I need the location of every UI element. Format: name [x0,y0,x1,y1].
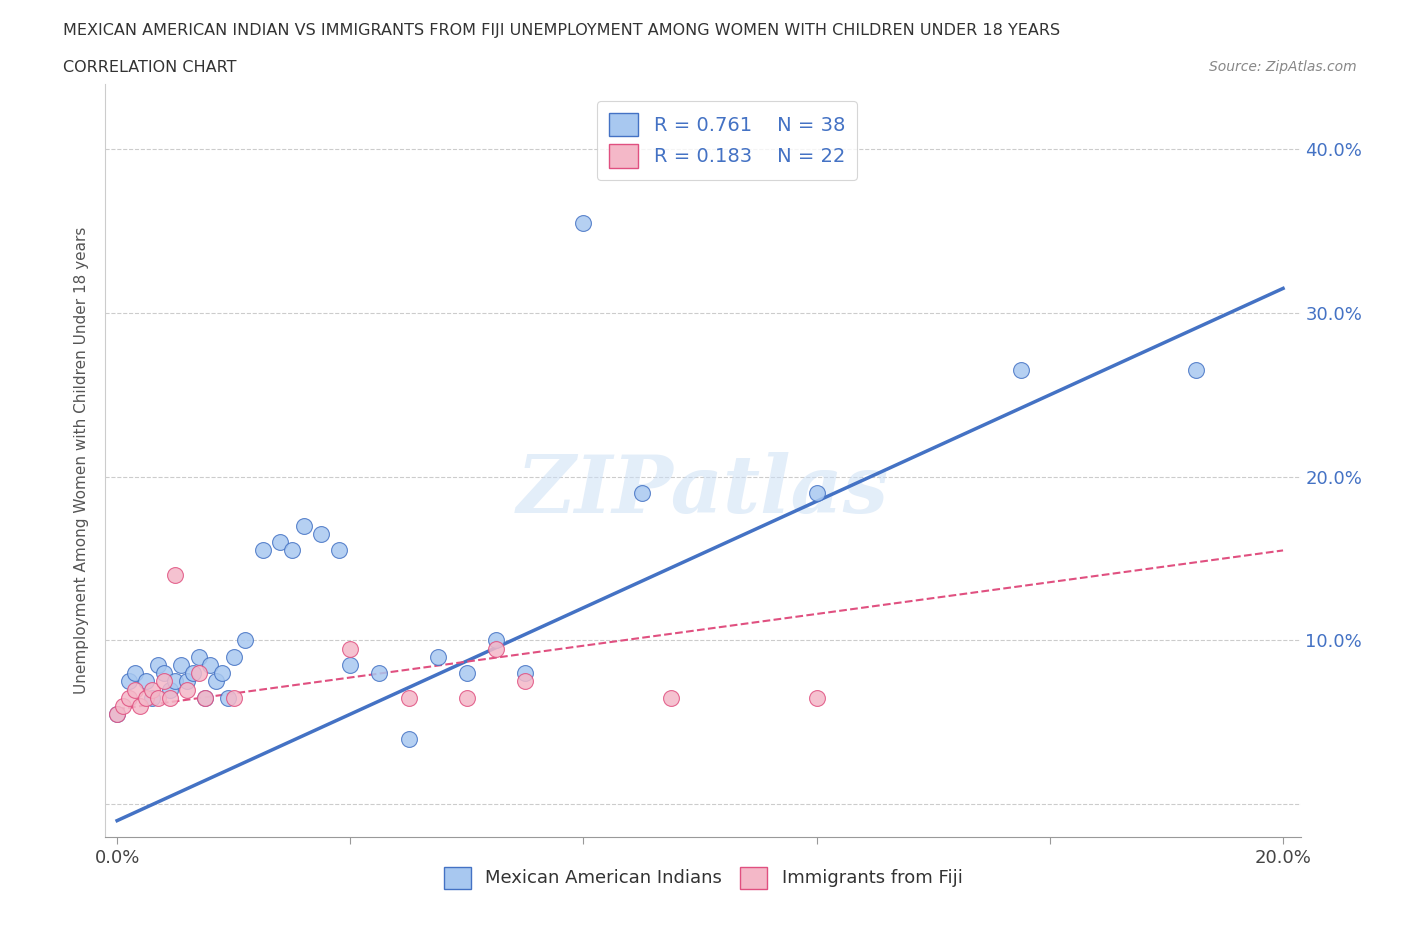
Point [181,666,204,681]
Point [806,485,828,500]
Point [118,674,141,689]
Point [205,674,228,689]
Point [217,690,239,705]
Text: MEXICAN AMERICAN INDIAN VS IMMIGRANTS FROM FIJI UNEMPLOYMENT AMONG WOMEN WITH CH: MEXICAN AMERICAN INDIAN VS IMMIGRANTS FR… [63,23,1060,38]
Point [309,526,332,541]
Point [159,683,181,698]
Point [105,707,128,722]
Point [152,674,174,689]
Point [141,683,163,698]
Point [211,666,233,681]
Point [170,658,193,672]
Point [292,518,315,533]
Point [165,674,187,689]
Point [141,690,163,705]
Text: Source: ZipAtlas.com: Source: ZipAtlas.com [1209,60,1357,74]
Point [456,666,478,681]
Point [159,690,181,705]
Point [176,674,198,689]
Point [426,649,449,664]
Point [165,567,187,582]
Point [328,543,350,558]
Point [193,690,215,705]
Point [118,690,141,705]
Point [146,658,169,672]
Point [1184,363,1206,378]
Point [222,649,245,664]
Point [129,698,152,713]
Point [398,731,420,746]
Point [146,690,169,705]
Point [193,690,215,705]
Point [135,674,157,689]
Point [124,683,146,698]
Point [659,690,682,705]
Legend: Mexican American Indians, Immigrants from Fiji: Mexican American Indians, Immigrants fro… [436,859,970,896]
Point [572,216,595,231]
Point [111,698,134,713]
Point [368,666,391,681]
Point [339,658,361,672]
Point [1010,363,1032,378]
Point [105,707,128,722]
Point [124,666,146,681]
Text: CORRELATION CHART: CORRELATION CHART [63,60,236,75]
Y-axis label: Unemployment Among Women with Children Under 18 years: Unemployment Among Women with Children U… [75,227,90,694]
Point [485,642,508,657]
Point [222,690,245,705]
Point [187,666,209,681]
Point [281,543,304,558]
Point [806,690,828,705]
Point [630,485,652,500]
Point [135,690,157,705]
Point [398,690,420,705]
Point [485,633,508,648]
Point [252,543,274,558]
Point [515,674,537,689]
Point [200,658,222,672]
Point [456,690,478,705]
Point [152,666,174,681]
Point [269,535,291,550]
Point [187,649,209,664]
Text: ZIPatlas: ZIPatlas [517,452,889,529]
Point [176,683,198,698]
Point [339,642,361,657]
Point [515,666,537,681]
Point [235,633,257,648]
